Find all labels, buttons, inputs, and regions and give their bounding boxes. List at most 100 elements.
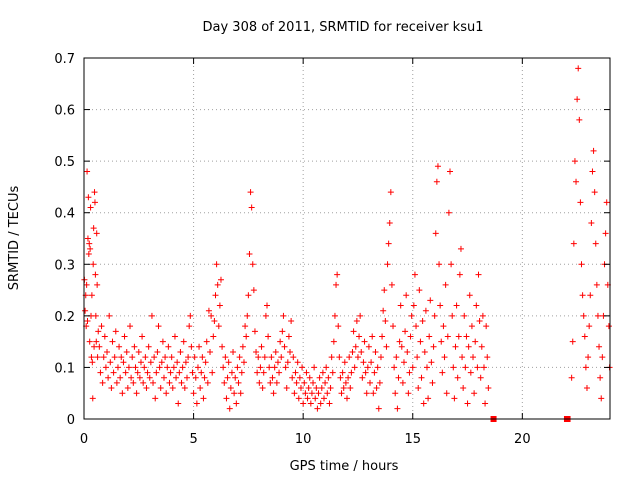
data-point (207, 348, 214, 355)
data-point (188, 343, 195, 350)
data-point (372, 348, 379, 355)
data-point (113, 379, 120, 386)
data-point (258, 343, 265, 350)
data-point (123, 348, 130, 355)
data-point (249, 261, 256, 268)
data-point (380, 307, 387, 314)
data-point (379, 333, 386, 340)
data-point (152, 395, 159, 402)
data-point (407, 333, 414, 340)
data-point (353, 318, 360, 325)
y-tick-label: 0 (67, 413, 75, 428)
data-point (112, 328, 119, 335)
data-point (102, 364, 109, 371)
data-point (588, 220, 595, 227)
data-point (105, 374, 112, 381)
data-point (166, 379, 173, 386)
x-tick-label: 15 (404, 432, 421, 447)
data-point (594, 312, 601, 319)
data-point (456, 271, 463, 278)
data-point (602, 230, 609, 237)
data-point (442, 281, 449, 288)
data-point (314, 405, 321, 412)
data-point (605, 323, 612, 330)
data-point (89, 359, 96, 366)
data-point (367, 379, 374, 386)
data-point (95, 328, 102, 335)
data-point (470, 354, 477, 361)
data-point (308, 390, 315, 397)
data-point (453, 302, 460, 309)
data-point (235, 379, 242, 386)
data-point (281, 343, 288, 350)
data-point (87, 245, 94, 252)
data-point (177, 348, 184, 355)
data-point (256, 379, 263, 386)
data-point (86, 240, 93, 247)
data-point (373, 385, 380, 392)
data-point (323, 364, 330, 371)
data-point (226, 405, 233, 412)
data-point (104, 348, 111, 355)
data-point (130, 379, 137, 386)
data-point (580, 312, 587, 319)
data-point (291, 390, 298, 397)
x-tick-label: 20 (514, 432, 531, 447)
data-point (273, 379, 280, 386)
data-point (169, 385, 176, 392)
data-point (326, 400, 333, 407)
data-point (568, 374, 575, 381)
data-point (88, 292, 95, 299)
y-tick-label: 0.6 (54, 104, 75, 119)
data-point (159, 338, 166, 345)
data-point (444, 333, 451, 340)
data-point (180, 338, 187, 345)
data-point (585, 354, 592, 361)
data-point (414, 354, 421, 361)
data-point (441, 354, 448, 361)
data-point (445, 209, 452, 216)
chart-title: Day 308 of 2011, SRMTID for receiver ksu… (203, 20, 484, 35)
data-point (176, 369, 183, 376)
data-point (283, 385, 290, 392)
data-point (415, 385, 422, 392)
data-point (369, 333, 376, 340)
data-point (276, 369, 283, 376)
data-point (345, 374, 352, 381)
data-point (128, 374, 135, 381)
data-point (217, 276, 224, 283)
data-point (427, 297, 434, 304)
data-point (403, 292, 410, 299)
data-point (433, 178, 440, 185)
data-point (351, 364, 358, 371)
data-point (299, 364, 306, 371)
x-tick-label: 5 (189, 432, 197, 447)
data-point (288, 318, 295, 325)
data-point (154, 348, 161, 355)
data-point (205, 307, 212, 314)
data-point (390, 323, 397, 330)
data-point (236, 354, 243, 361)
data-point (395, 374, 402, 381)
data-point (596, 343, 603, 350)
data-point (327, 385, 334, 392)
data-point (120, 359, 127, 366)
data-point (143, 385, 150, 392)
data-point (175, 400, 182, 407)
data-point (474, 364, 481, 371)
data-point (248, 204, 255, 211)
data-point (209, 369, 216, 376)
data-point (90, 261, 97, 268)
data-point (264, 302, 271, 309)
data-point (426, 333, 433, 340)
data-point (121, 333, 128, 340)
data-point (170, 364, 177, 371)
data-point (408, 312, 415, 319)
data-point (223, 395, 230, 402)
data-point (330, 338, 337, 345)
data-point (278, 354, 285, 361)
data-point (381, 287, 388, 294)
data-point (404, 348, 411, 355)
x-tick-label: 10 (295, 432, 312, 447)
data-point (338, 390, 345, 397)
